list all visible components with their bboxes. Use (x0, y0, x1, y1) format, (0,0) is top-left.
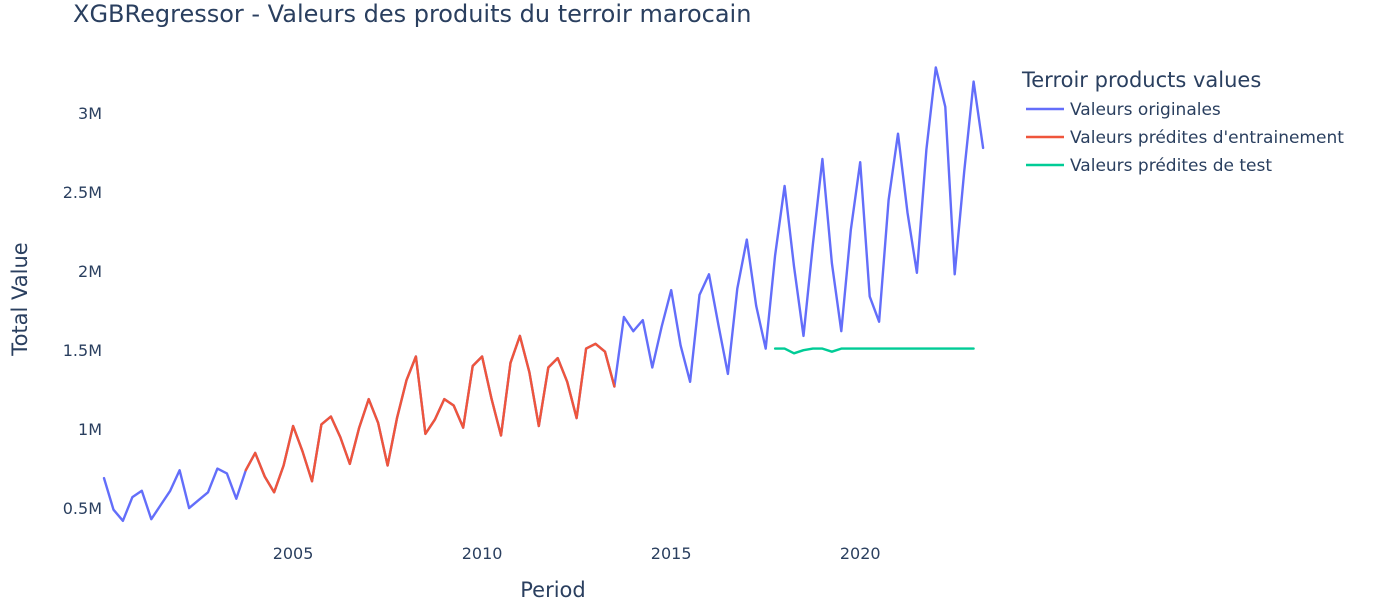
x-tick-label: 2015 (651, 544, 692, 563)
y-axis-ticks: 0.5M 1M 1.5M 2M 2.5M 3M (63, 104, 102, 518)
legend-title: Terroir products values (1021, 68, 1261, 92)
y-tick-label: 2.5M (63, 183, 102, 202)
series-layer (102, 66, 985, 522)
x-tick-label: 2020 (840, 544, 881, 563)
x-axis-title: Period (520, 578, 585, 602)
y-tick-label: 0.5M (63, 499, 102, 518)
legend-entry-label: Valeurs prédites d'entrainement (1070, 128, 1344, 148)
chart-title: XGBRegressor - Valeurs des produits du t… (73, 0, 751, 28)
series-line-1 (102, 66, 985, 522)
legend-entry-label: Valeurs originales (1070, 100, 1221, 120)
x-axis-ticks: 2005 2010 2015 2020 (273, 544, 881, 563)
x-tick-label: 2005 (273, 544, 314, 563)
y-axis-title: Total Value (8, 242, 32, 356)
y-tick-label: 3M (78, 104, 102, 123)
series-line-2 (244, 334, 616, 494)
legend: Terroir products values Valeurs original… (1021, 68, 1344, 176)
y-tick-label: 1M (78, 420, 102, 439)
series-line-3 (773, 347, 975, 355)
y-tick-label: 2M (78, 262, 102, 281)
x-tick-label: 2010 (462, 544, 503, 563)
legend-entry-label: Valeurs prédites de test (1070, 156, 1272, 176)
y-tick-label: 1.5M (63, 341, 102, 360)
